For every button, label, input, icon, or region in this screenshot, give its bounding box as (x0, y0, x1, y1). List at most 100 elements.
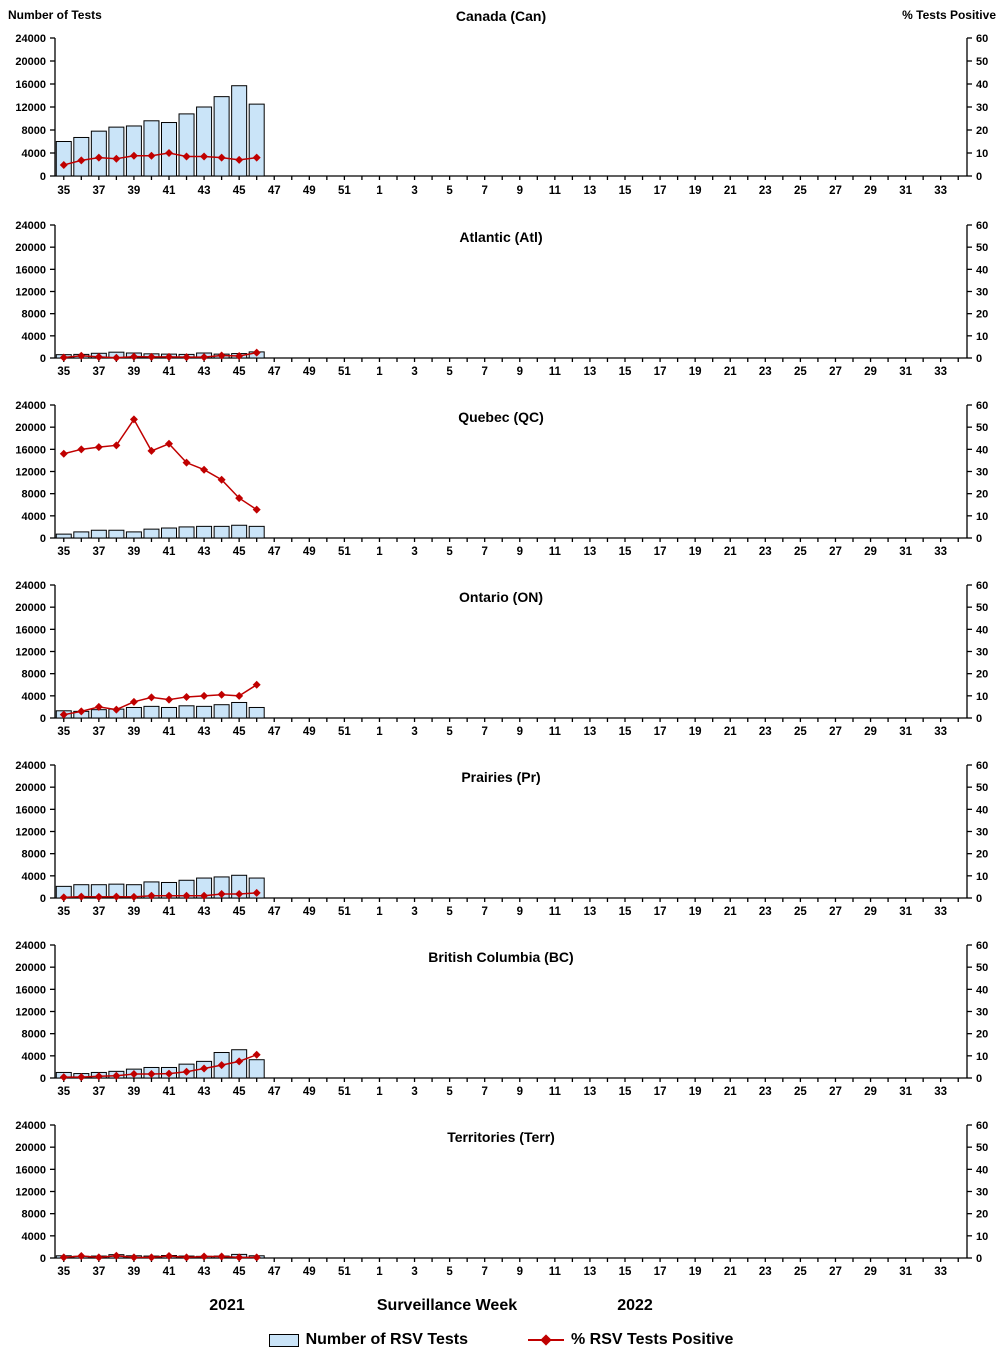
svg-text:49: 49 (303, 1086, 316, 1098)
svg-text:21: 21 (724, 726, 737, 738)
svg-text:13: 13 (584, 726, 597, 738)
svg-text:4000: 4000 (22, 691, 46, 703)
svg-text:20000: 20000 (15, 962, 46, 974)
svg-text:23: 23 (759, 1266, 772, 1278)
svg-text:30: 30 (976, 647, 988, 659)
svg-text:50: 50 (976, 422, 988, 434)
svg-text:24000: 24000 (15, 940, 46, 952)
svg-text:25: 25 (794, 906, 807, 918)
svg-text:0: 0 (976, 171, 982, 183)
svg-text:25: 25 (794, 726, 807, 738)
svg-text:21: 21 (724, 1086, 737, 1098)
svg-text:20000: 20000 (15, 1142, 46, 1154)
svg-text:47: 47 (268, 185, 281, 197)
svg-text:1: 1 (376, 185, 383, 197)
svg-text:51: 51 (338, 1266, 351, 1278)
svg-text:20: 20 (976, 1209, 988, 1221)
legend-item-positive: % RSV Tests Positive (527, 1331, 733, 1349)
svg-text:21: 21 (724, 906, 737, 918)
svg-text:43: 43 (198, 726, 211, 738)
svg-text:0: 0 (976, 713, 982, 725)
svg-text:51: 51 (338, 726, 351, 738)
svg-text:40: 40 (976, 264, 988, 276)
svg-text:60: 60 (976, 940, 988, 952)
svg-text:27: 27 (829, 906, 842, 918)
svg-text:17: 17 (654, 906, 667, 918)
svg-text:24000: 24000 (15, 33, 46, 45)
svg-text:24000: 24000 (15, 580, 46, 592)
svg-text:29: 29 (864, 185, 877, 197)
svg-text:39: 39 (128, 366, 141, 378)
svg-text:15: 15 (619, 726, 632, 738)
svg-text:21: 21 (724, 366, 737, 378)
svg-text:25: 25 (794, 1086, 807, 1098)
svg-text:19: 19 (689, 1086, 702, 1098)
svg-text:47: 47 (268, 1266, 281, 1278)
svg-text:10: 10 (976, 1051, 988, 1063)
svg-text:45: 45 (233, 546, 246, 558)
svg-text:49: 49 (303, 546, 316, 558)
svg-text:5: 5 (446, 546, 453, 558)
svg-text:29: 29 (864, 1086, 877, 1098)
svg-text:27: 27 (829, 726, 842, 738)
svg-text:0: 0 (40, 171, 46, 183)
svg-text:0: 0 (976, 1253, 982, 1265)
svg-text:31: 31 (899, 546, 912, 558)
panel-prairies: Prairies (Pr) 0 4000 8000 12000 16000 20000 24… (0, 755, 1002, 935)
svg-text:24000: 24000 (15, 1120, 46, 1132)
svg-text:1: 1 (376, 546, 383, 558)
svg-text:39: 39 (128, 1266, 141, 1278)
svg-text:17: 17 (654, 1266, 667, 1278)
svg-text:50: 50 (976, 56, 988, 68)
svg-text:11: 11 (549, 906, 562, 918)
svg-text:8000: 8000 (22, 1209, 46, 1221)
svg-text:40: 40 (976, 79, 988, 91)
svg-text:5: 5 (446, 726, 453, 738)
svg-text:31: 31 (899, 906, 912, 918)
svg-text:35: 35 (57, 185, 70, 197)
svg-text:11: 11 (549, 366, 562, 378)
svg-text:12000: 12000 (15, 1007, 46, 1019)
svg-text:27: 27 (829, 185, 842, 197)
svg-text:11: 11 (549, 185, 562, 197)
svg-text:3: 3 (411, 1086, 417, 1098)
svg-text:27: 27 (829, 546, 842, 558)
svg-text:49: 49 (303, 185, 316, 197)
svg-text:4000: 4000 (22, 148, 46, 160)
svg-text:1: 1 (376, 1086, 383, 1098)
svg-text:30: 30 (976, 102, 988, 114)
svg-text:37: 37 (92, 1086, 105, 1098)
svg-text:15: 15 (619, 906, 632, 918)
svg-text:20: 20 (976, 1029, 988, 1041)
x-axis-footer: 2021 Surveillance Week 2022 (0, 1295, 1002, 1325)
svg-text:41: 41 (163, 546, 176, 558)
svg-text:0: 0 (976, 1073, 982, 1085)
svg-text:7: 7 (481, 1086, 487, 1098)
svg-text:20: 20 (976, 669, 988, 681)
svg-text:9: 9 (517, 185, 523, 197)
svg-text:3: 3 (411, 906, 417, 918)
svg-text:13: 13 (584, 366, 597, 378)
svg-text:23: 23 (759, 906, 772, 918)
svg-text:0: 0 (976, 893, 982, 905)
svg-text:41: 41 (163, 185, 176, 197)
svg-text:33: 33 (934, 1086, 947, 1098)
svg-text:43: 43 (198, 185, 211, 197)
svg-text:24000: 24000 (15, 760, 46, 772)
svg-text:25: 25 (794, 1266, 807, 1278)
svg-text:11: 11 (549, 726, 562, 738)
svg-text:20000: 20000 (15, 782, 46, 794)
atlantic-chart: 0 4000 8000 12000 16000 20000 24000 0 10 20 30 40 50… (15, 220, 988, 378)
svg-text:51: 51 (338, 185, 351, 197)
svg-text:1: 1 (376, 726, 383, 738)
svg-text:43: 43 (198, 906, 211, 918)
svg-text:27: 27 (829, 366, 842, 378)
panel-canada: Number of Tests % Tests Positive Canada … (0, 0, 1002, 215)
svg-text:35: 35 (57, 1086, 70, 1098)
canada-chart: 0 4000 8000 12000 16000 20000 24000 0 10 20 30 40 50… (15, 33, 988, 197)
svg-text:12000: 12000 (15, 647, 46, 659)
svg-text:17: 17 (654, 185, 667, 197)
svg-text:60: 60 (976, 400, 988, 412)
svg-text:5: 5 (446, 185, 453, 197)
